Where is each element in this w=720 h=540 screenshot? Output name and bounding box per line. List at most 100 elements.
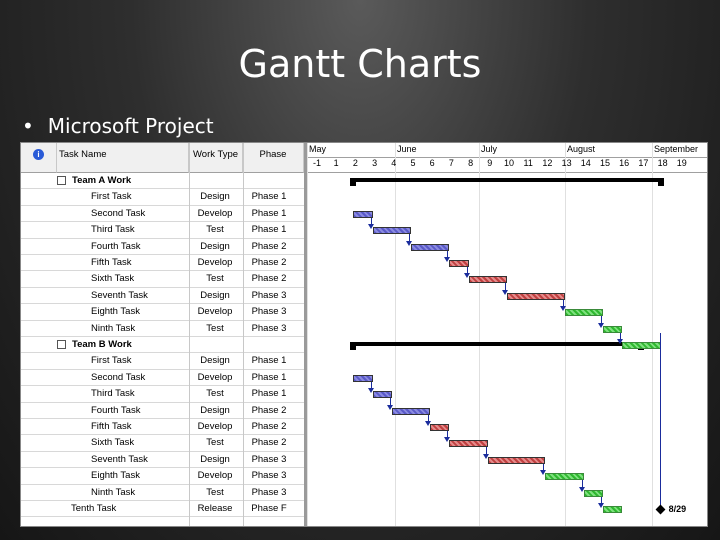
task-name-cell[interactable]: Fifth Task: [57, 255, 223, 271]
task-name-cell[interactable]: First Task: [57, 189, 223, 205]
task-bar[interactable]: [372, 227, 411, 235]
summary-row[interactable]: Team B Work: [21, 337, 306, 354]
task-name-cell[interactable]: Team B Work: [57, 337, 189, 353]
work-type-cell[interactable]: Test: [189, 271, 241, 287]
phase-cell[interactable]: Phase F: [243, 501, 295, 517]
task-row[interactable]: Eighth Task Develop Phase 3: [21, 468, 306, 485]
task-bar[interactable]: [449, 260, 469, 267]
task-name-cell[interactable]: Third Task: [57, 222, 223, 238]
task-bar[interactable]: [622, 342, 661, 349]
phase-cell[interactable]: Phase 1: [243, 206, 295, 222]
task-row[interactable]: Ninth Task Test Phase 3: [21, 321, 306, 337]
phase-cell[interactable]: Phase 1: [243, 222, 295, 238]
task-bar[interactable]: [391, 407, 431, 415]
task-name-cell[interactable]: Third Task: [57, 386, 223, 402]
pane-divider[interactable]: [304, 143, 307, 526]
collapse-toggle-icon[interactable]: [57, 175, 66, 185]
task-bar[interactable]: [603, 325, 623, 333]
task-bar[interactable]: [564, 309, 603, 317]
phase-cell[interactable]: Phase 3: [243, 452, 295, 468]
task-row[interactable]: Third Task Test Phase 1: [21, 386, 306, 403]
task-row[interactable]: First Task Design Phase 1: [21, 353, 306, 370]
summary-bar[interactable]: [353, 178, 661, 182]
work-type-cell[interactable]: Test: [189, 321, 241, 337]
task-row[interactable]: Second Task Develop Phase 1: [21, 370, 306, 387]
task-bar[interactable]: [603, 506, 623, 513]
task-name-cell[interactable]: Fourth Task: [57, 239, 223, 255]
task-name-cell[interactable]: Fifth Task: [57, 419, 223, 435]
phase-cell[interactable]: [243, 173, 295, 189]
task-row[interactable]: Seventh Task Design Phase 3: [21, 452, 306, 469]
phase-cell[interactable]: Phase 2: [243, 403, 295, 419]
task-row[interactable]: Fourth Task Design Phase 2: [21, 403, 306, 419]
work-type-cell[interactable]: Design: [189, 403, 241, 419]
task-row[interactable]: Eighth Task Develop Phase 3: [21, 304, 306, 321]
task-row[interactable]: Tenth Task Release Phase F: [21, 501, 306, 518]
work-type-cell[interactable]: Test: [189, 485, 241, 501]
task-name-cell[interactable]: Ninth Task: [57, 485, 223, 501]
phase-cell[interactable]: Phase 2: [243, 239, 295, 255]
summary-bar[interactable]: [353, 342, 642, 346]
work-type-cell[interactable]: Test: [189, 386, 241, 402]
task-bar[interactable]: [353, 374, 373, 382]
work-type-cell[interactable]: Test: [189, 222, 241, 238]
work-type-cell[interactable]: Release: [189, 501, 241, 517]
task-row[interactable]: Sixth Task Test Phase 2: [21, 271, 306, 288]
task-name-cell[interactable]: Second Task: [57, 206, 223, 222]
phase-cell[interactable]: Phase 2: [243, 255, 295, 271]
phase-cell[interactable]: Phase 2: [243, 271, 295, 287]
phase-cell[interactable]: Phase 3: [243, 304, 295, 320]
work-type-cell[interactable]: Design: [189, 288, 241, 304]
task-row[interactable]: Fourth Task Design Phase 2: [21, 239, 306, 255]
task-bar[interactable]: [411, 243, 450, 251]
work-type-cell[interactable]: Design: [189, 452, 241, 468]
task-name-cell[interactable]: Fourth Task: [57, 403, 223, 419]
info-column-header[interactable]: i: [21, 143, 57, 173]
phase-cell[interactable]: Phase 3: [243, 321, 295, 337]
collapse-toggle-icon[interactable]: [57, 339, 66, 349]
task-row[interactable]: Third Task Test Phase 1: [21, 222, 306, 239]
work-type-column-header[interactable]: Work Type: [189, 143, 243, 173]
task-name-cell[interactable]: Sixth Task: [57, 271, 223, 287]
task-bar[interactable]: [487, 456, 546, 464]
work-type-cell[interactable]: Develop: [189, 206, 241, 222]
work-type-cell[interactable]: Develop: [189, 255, 241, 271]
phase-cell[interactable]: Phase 1: [243, 189, 295, 205]
task-name-cell[interactable]: Sixth Task: [57, 435, 223, 451]
phase-cell[interactable]: Phase 1: [243, 386, 295, 402]
task-name-cell[interactable]: Eighth Task: [57, 468, 223, 484]
task-bar[interactable]: [507, 292, 565, 300]
task-name-cell[interactable]: Second Task: [57, 370, 223, 386]
work-type-cell[interactable]: Test: [189, 435, 241, 451]
phase-cell[interactable]: Phase 3: [243, 468, 295, 484]
work-type-cell[interactable]: Develop: [189, 304, 241, 320]
phase-cell[interactable]: Phase 1: [243, 353, 295, 369]
task-bar[interactable]: [449, 440, 488, 448]
task-name-cell[interactable]: Seventh Task: [57, 288, 223, 304]
task-bar[interactable]: [583, 489, 603, 497]
task-row[interactable]: Sixth Task Test Phase 2: [21, 435, 306, 452]
task-row[interactable]: Fifth Task Develop Phase 2: [21, 255, 306, 272]
task-bar[interactable]: [430, 424, 450, 431]
task-row[interactable]: Ninth Task Test Phase 3: [21, 485, 306, 501]
milestone-diamond[interactable]: [655, 504, 666, 515]
phase-cell[interactable]: Phase 2: [243, 419, 295, 435]
work-type-cell[interactable]: Develop: [189, 370, 241, 386]
task-bar[interactable]: [545, 473, 584, 481]
task-bar[interactable]: [353, 210, 373, 218]
work-type-cell[interactable]: Develop: [189, 468, 241, 484]
task-bar[interactable]: [372, 391, 392, 399]
task-row[interactable]: First Task Design Phase 1: [21, 189, 306, 206]
work-type-cell[interactable]: Design: [189, 189, 241, 205]
task-bar[interactable]: [468, 276, 507, 284]
task-name-cell[interactable]: Seventh Task: [57, 452, 223, 468]
phase-cell[interactable]: Phase 3: [243, 485, 295, 501]
phase-cell[interactable]: Phase 3: [243, 288, 295, 304]
summary-row[interactable]: Team A Work: [21, 173, 306, 190]
task-name-cell[interactable]: Tenth Task: [57, 501, 203, 517]
task-row[interactable]: Seventh Task Design Phase 3: [21, 288, 306, 305]
task-name-cell[interactable]: Eighth Task: [57, 304, 223, 320]
phase-column-header[interactable]: Phase: [243, 143, 304, 173]
phase-cell[interactable]: [243, 337, 295, 353]
phase-cell[interactable]: Phase 1: [243, 370, 295, 386]
